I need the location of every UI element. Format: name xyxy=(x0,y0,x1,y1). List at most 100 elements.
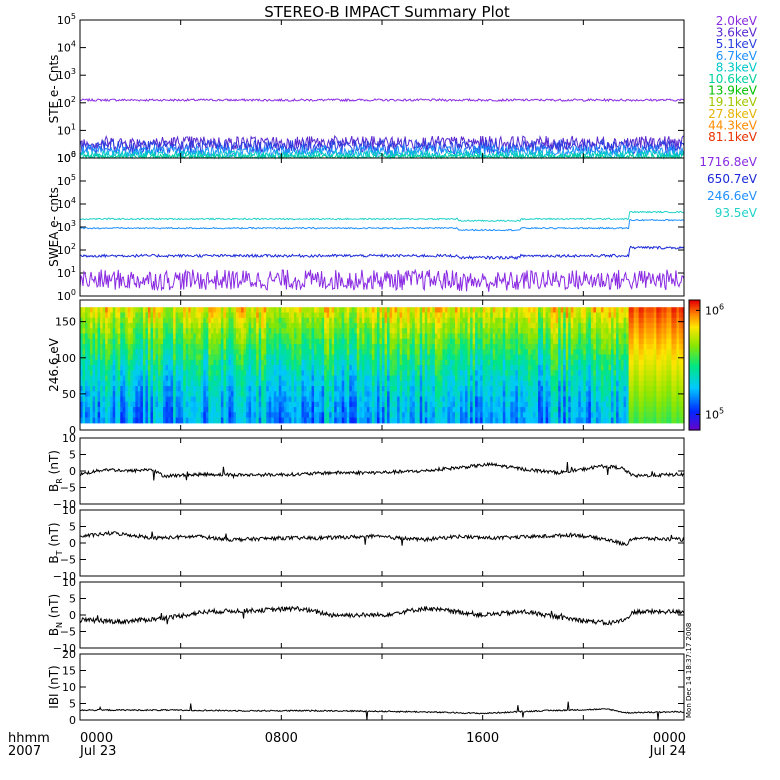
spectrogram-cell xyxy=(251,312,255,319)
spectrogram-cell xyxy=(329,312,333,319)
spectrogram-cell xyxy=(454,338,459,345)
spectrogram-cell xyxy=(387,370,391,377)
spectrogram-cell xyxy=(233,365,237,371)
spectrogram-cell xyxy=(397,407,401,413)
spectrogram-cell xyxy=(110,396,114,403)
spectrogram-cell xyxy=(241,417,245,424)
spectrogram-cell xyxy=(608,307,612,314)
spectrogram-cell xyxy=(278,391,282,398)
spectrogram-cell xyxy=(608,365,612,371)
spectrogram-cell xyxy=(613,391,617,398)
spectrogram-cell xyxy=(301,375,305,382)
spectrogram-cell xyxy=(460,312,464,319)
spectrogram-cell xyxy=(132,375,136,382)
spectrogram-cell xyxy=(565,322,569,329)
spectrogram-cell xyxy=(115,328,119,335)
spectrogram-cell xyxy=(220,333,225,340)
spectrogram-cell xyxy=(296,359,300,366)
spectrogram-cell xyxy=(263,407,267,413)
spectrogram-cell xyxy=(628,370,632,377)
spectrogram-cell xyxy=(392,312,396,319)
spectrogram-cell xyxy=(583,317,587,324)
swea-ytick-label: 101 xyxy=(57,265,76,280)
spectrogram-cell xyxy=(243,407,247,413)
spectrogram-cell xyxy=(291,396,295,403)
spectrogram-cell xyxy=(188,396,192,403)
spectrogram-cell xyxy=(102,322,106,329)
spectrogram-cell xyxy=(568,401,572,408)
spectrogram-cell xyxy=(296,375,300,382)
spectrogram-cell xyxy=(361,407,365,413)
spectrogram-cell xyxy=(517,333,522,340)
spectrogram-cell xyxy=(92,407,96,413)
spectrogram-cell xyxy=(621,354,625,361)
spectrogram-cell xyxy=(361,365,365,371)
spectrogram-cell xyxy=(92,307,96,314)
spectrogram-cell xyxy=(163,317,167,324)
spectrogram-cell xyxy=(517,401,522,408)
spectrogram-cell xyxy=(540,417,544,424)
spectrogram-cell xyxy=(281,343,285,350)
spectrogram-cell xyxy=(429,407,433,413)
spectrogram-cell xyxy=(442,412,446,419)
spectrogram-cell xyxy=(97,328,101,335)
spectrogram-cell xyxy=(588,412,592,419)
spectrogram-cell xyxy=(417,380,421,387)
spectrogram-cell xyxy=(248,317,252,324)
spectrogram-cell xyxy=(515,333,519,340)
spectrogram-cell xyxy=(80,417,84,424)
spectrogram-cell xyxy=(281,328,285,335)
spectrogram-cell xyxy=(404,354,408,361)
spectrogram-cell xyxy=(339,307,343,314)
spectrogram-cell xyxy=(231,380,235,387)
spectrogram-cell xyxy=(120,365,124,371)
spectrogram-cell xyxy=(225,375,230,382)
spectrogram-cell xyxy=(175,386,179,392)
spectrogram-cell xyxy=(434,312,438,319)
spectrogram-cell xyxy=(195,391,199,398)
spectrogram-cell xyxy=(550,417,554,424)
spectrogram-cell xyxy=(263,343,267,350)
spectrogram-cell xyxy=(97,391,101,398)
spectrogram-cell xyxy=(236,338,240,345)
spectrogram-cell xyxy=(555,412,559,419)
spectrogram-cell xyxy=(631,333,635,340)
spectrogram-cell xyxy=(490,307,494,314)
spectrogram-cell xyxy=(175,349,179,356)
spectrogram-cell xyxy=(331,380,335,387)
spectrogram-cell xyxy=(198,412,202,419)
spectrogram-cell xyxy=(188,365,192,371)
spectrogram-cell xyxy=(510,380,514,387)
spectrogram-cell xyxy=(555,333,559,340)
spectrogram-cell xyxy=(492,401,496,408)
spectrogram-cell xyxy=(298,386,303,392)
spectrogram-cell xyxy=(261,365,265,371)
spectrogram-cell xyxy=(200,375,204,382)
spectrogram-cell xyxy=(140,354,144,361)
spectrogram-cell xyxy=(311,328,315,335)
spectrogram-cell xyxy=(190,354,194,361)
spectrogram-cell xyxy=(168,401,172,408)
spectrogram-cell xyxy=(560,322,564,329)
spectrogram-cell xyxy=(583,307,587,314)
spectrogram-cell xyxy=(268,417,272,424)
spectrogram-cell xyxy=(414,386,418,392)
spectrogram-cell xyxy=(364,333,368,340)
spectrogram-cell xyxy=(82,412,86,419)
spectrogram-cell xyxy=(309,307,313,314)
spectrogram-cell xyxy=(507,307,511,314)
spectrogram-cell xyxy=(500,386,504,392)
spectrogram-cell xyxy=(193,354,197,361)
spectrogram-cell xyxy=(467,365,471,371)
spectrogram-cell xyxy=(452,417,456,424)
spectrogram-cell xyxy=(321,359,325,366)
swea-legend-entry: 1716.8eV xyxy=(699,155,757,169)
spectrogram-cell xyxy=(359,417,363,424)
spectrogram-cell xyxy=(452,328,456,335)
spectrogram-cell xyxy=(220,407,225,413)
spectrogram-cell xyxy=(281,317,285,324)
spectrogram-cell xyxy=(623,349,627,356)
spectrogram-cell xyxy=(487,354,491,361)
spectrogram-cell xyxy=(185,407,189,413)
spectrogram-cell xyxy=(454,386,459,392)
